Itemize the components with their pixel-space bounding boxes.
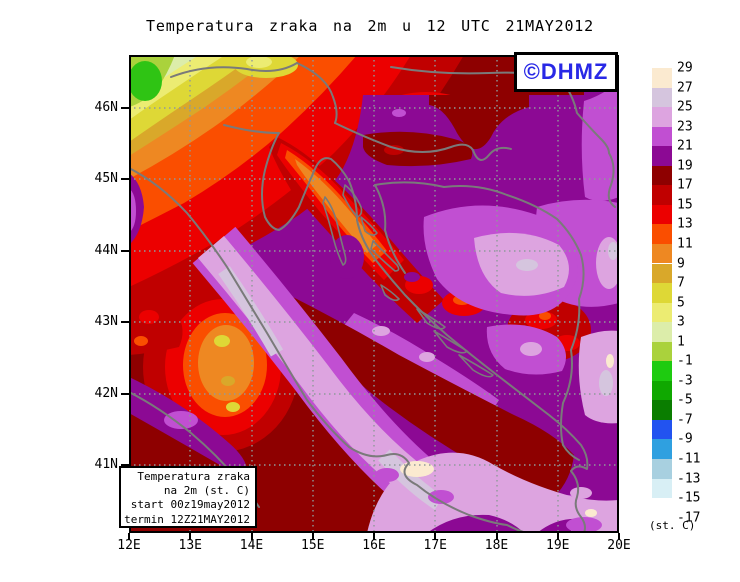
colorbar-block: [652, 126, 672, 147]
colorbar-tick-label: -7: [677, 412, 693, 428]
colorbar-tick-label: 23: [677, 119, 693, 135]
lon-tick: [373, 533, 375, 540]
colorbar-block: [652, 68, 672, 88]
lon-tick-label: 17E: [423, 538, 447, 553]
colorbar-block: [652, 478, 672, 499]
lon-tick-label: 20E: [607, 538, 631, 553]
colorbar-tick-label: 7: [677, 275, 685, 291]
lon-tick: [434, 533, 437, 540]
colorbar-tick-label: 13: [677, 216, 693, 232]
lat-tick: [121, 321, 129, 324]
lat-tick: [121, 249, 129, 252]
lat-tick-label: 44N: [94, 242, 118, 258]
colorbar-unit-label: (st. C): [649, 519, 696, 532]
colorbar-tick-label: 11: [677, 236, 693, 252]
colorbar-block: [652, 341, 672, 362]
colorbar-block: [652, 419, 672, 440]
lon-tick-label: 14E: [239, 538, 264, 553]
colorbar-block: [652, 361, 672, 381]
lon-tick-label: 12E: [117, 538, 141, 553]
colorbar-block: [652, 439, 672, 459]
lon-tick-label: 19E: [546, 538, 570, 553]
lon-tick-label: 13E: [178, 538, 202, 553]
legend-box: Temperatura zraka na 2m (st. C) start 00…: [119, 466, 257, 528]
lat-tick-label: 43N: [94, 314, 118, 330]
colorbar-block: [652, 224, 672, 244]
colorbar-block: [652, 322, 672, 342]
legend-line-2: na 2m (st. C): [163, 484, 250, 498]
colorbar-tick-label: -15: [677, 490, 701, 506]
colorbar-block: [652, 107, 672, 127]
plot-title: Temperatura zraka na 2m u 12 UTC 21MAY20…: [146, 17, 594, 35]
lon-tick-label: 16E: [362, 538, 386, 553]
colorbar-tick-label: -11: [677, 451, 701, 467]
lat-tick-label: 46N: [94, 99, 118, 115]
colorbar-block: [652, 243, 672, 264]
lat-tick-label: 45N: [94, 171, 118, 187]
lat-tick-label: 41N: [94, 456, 118, 472]
colorbar-tick-label: 9: [677, 256, 685, 271]
colorbar-block: [652, 146, 672, 166]
lat-tick-label: 42N: [94, 385, 118, 401]
colorbar-tick-label: 1: [677, 334, 685, 350]
lat-tick: [121, 178, 129, 181]
lon-tick: [189, 533, 192, 540]
dhmz-logo-box: ©DHMZ: [514, 52, 618, 92]
temperature-map: [129, 55, 619, 533]
colorbar-block: [652, 165, 672, 186]
colorbar-block: [652, 185, 672, 205]
lat-tick: [121, 106, 129, 109]
colorbar-top-label: 29: [677, 60, 693, 76]
colorbar-tick-label: 3: [677, 314, 685, 330]
dhmz-logo-text: ©DHMZ: [523, 59, 609, 84]
legend-line-4: termin 12Z21MAY2012: [124, 512, 250, 526]
colorbar-tick-label: 5: [677, 295, 685, 311]
legend-line-1: Temperatura zraka: [137, 470, 250, 483]
colorbar-tick-label: -5: [677, 392, 693, 408]
colorbar-block: [652, 87, 672, 108]
lon-tick: [495, 533, 498, 540]
lat-tick: [121, 392, 129, 395]
lon-tick-label: 15E: [301, 538, 325, 553]
lat-tick: [121, 463, 129, 466]
colorbar-tick-label: 21: [677, 138, 693, 154]
map-frame: [129, 55, 619, 533]
colorbar-block: [652, 459, 672, 479]
colorbar-block: [652, 204, 672, 225]
map-canvas: [129, 55, 619, 533]
colorbar-block: [652, 283, 672, 303]
colorbar-tick-label: 15: [677, 197, 693, 213]
lon-tick: [311, 533, 314, 540]
colorbar-tick-label: -9: [677, 431, 693, 447]
colorbar-tick-label: -13: [677, 471, 701, 487]
lon-tick-label: 18E: [484, 538, 509, 553]
legend-line-3: start 00z19may2012: [130, 498, 250, 512]
colorbar-block: [652, 263, 672, 284]
colorbar-tick-label: -17: [677, 510, 701, 526]
colorbar-block: [652, 400, 672, 420]
colorbar-block: [652, 380, 672, 401]
colorbar-block: [652, 498, 672, 518]
colorbar-tick-label: -1: [677, 353, 693, 369]
lon-tick: [128, 533, 130, 540]
lon-tick: [618, 533, 620, 540]
colorbar-tick-label: 17: [677, 177, 693, 193]
lon-tick: [250, 533, 253, 540]
colorbar-block: [652, 302, 672, 323]
colorbar-tick-label: 27: [677, 80, 693, 96]
colorbar-tick-label: 19: [677, 158, 693, 174]
coastlines-borders: [129, 62, 616, 533]
colorbar-tick-label: -3: [677, 373, 693, 389]
lon-tick: [556, 533, 559, 540]
colorbar-tick-label: 25: [677, 99, 693, 115]
